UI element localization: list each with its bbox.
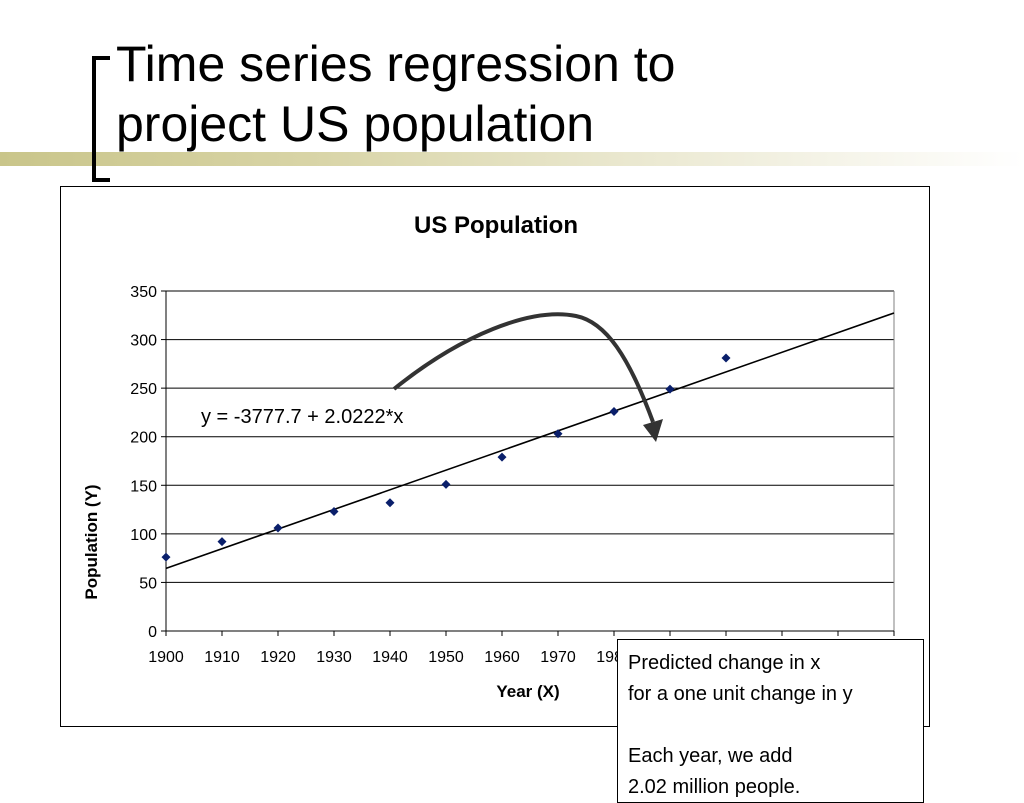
x-axis-label: Year (X) — [496, 682, 559, 701]
equation-label: y = -3777.7 + 2.0222*x — [201, 406, 403, 428]
data-point-1970 — [553, 429, 563, 439]
data-point-1920 — [273, 523, 283, 533]
x-tick-label-0: 1900 — [148, 649, 184, 666]
chart-title: US Population — [414, 212, 578, 239]
callout-line-2: for a one unit change in y — [628, 683, 853, 705]
x-tick-label-4: 1940 — [372, 649, 408, 666]
us-population-chart: US Population 0 50 100 150 200 250 300 350 1900 1… — [82, 212, 912, 701]
trendline — [165, 312, 895, 570]
chart-frame: US Population 0 50 100 150 200 250 300 350 1900 1… — [60, 186, 930, 803]
title-accent-bar — [0, 152, 1024, 166]
x-tick-label-6: 1960 — [484, 649, 520, 666]
grid-layer — [166, 290, 894, 583]
data-point-1910 — [217, 537, 227, 547]
annotation-callout: Predicted change in x for a one unit cha… — [617, 639, 924, 803]
y-tick-label-4: 200 — [130, 430, 157, 447]
slide-title-line-1: Time series regression to — [116, 36, 676, 92]
y-axis-label: Population (Y) — [82, 484, 101, 599]
data-point-1950 — [441, 479, 451, 489]
data-point-1980 — [609, 406, 619, 416]
annotation-arrow — [392, 312, 655, 423]
y-tick-label-2: 100 — [130, 527, 157, 544]
y-tick-label-0: 0 — [148, 624, 157, 641]
y-tick-label-5: 250 — [130, 381, 157, 398]
data-points-layer — [161, 353, 731, 562]
slide-title: Time series regression to project US pop… — [116, 34, 996, 154]
y-tick-label-6: 300 — [130, 333, 157, 350]
x-tick-label-7: 1970 — [540, 649, 576, 666]
callout-line-1: Predicted change in x — [628, 652, 821, 674]
annotation-arrowhead — [643, 419, 663, 442]
data-point-1990 — [665, 384, 675, 394]
axis-layer: 0 50 100 150 200 250 300 350 1900 1910 1920 1930 194… — [130, 284, 912, 666]
x-tick-label-1: 1910 — [204, 649, 240, 666]
data-point-1930 — [329, 507, 339, 517]
data-point-1900 — [161, 552, 171, 562]
callout-line-3 — [628, 710, 923, 741]
y-tick-label-1: 50 — [139, 575, 157, 592]
x-tick-label-2: 1920 — [260, 649, 296, 666]
trendline-layer — [165, 312, 895, 570]
data-point-1960 — [497, 452, 507, 462]
data-point-2000 — [721, 353, 731, 363]
y-tick-label-3: 150 — [130, 478, 157, 495]
data-point-1940 — [385, 498, 395, 508]
callout-line-5: 2.02 million people. — [628, 776, 801, 798]
slide-title-line-2: project US population — [116, 96, 595, 152]
y-tick-label-7: 350 — [130, 284, 157, 301]
callout-line-4: Each year, we add — [628, 745, 793, 767]
x-tick-label-3: 1930 — [316, 649, 352, 666]
x-tick-label-5: 1950 — [428, 649, 464, 666]
title-bracket — [92, 56, 110, 182]
